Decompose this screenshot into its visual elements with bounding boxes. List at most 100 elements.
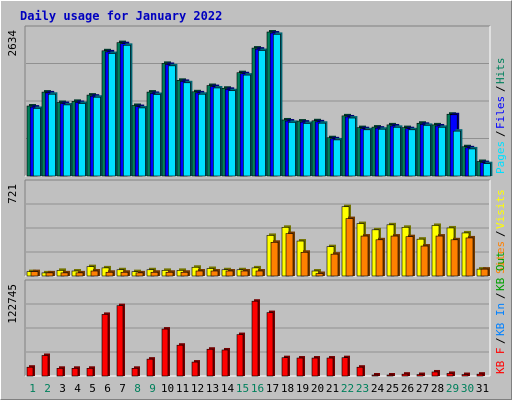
panel-1-bar-pages bbox=[303, 123, 311, 177]
x-tick-label: 7 bbox=[119, 382, 126, 395]
panel-1-bar-pages bbox=[243, 74, 251, 177]
panel-2-bar-sites bbox=[270, 241, 279, 277]
panel-3-legend-kb-out: KB Out bbox=[494, 251, 507, 291]
panel-3-bar-kb-f-shadow bbox=[389, 373, 395, 376]
panel-3-bar-kb-f bbox=[26, 366, 34, 377]
panel-2-bar-sites bbox=[105, 271, 114, 277]
panel-1-bar-pages bbox=[78, 103, 86, 177]
panel-2-bar-sites bbox=[345, 218, 354, 277]
panel-1-bar-pages bbox=[438, 127, 446, 177]
x-tick-label: 14 bbox=[221, 382, 235, 395]
x-tick-label: 28 bbox=[431, 382, 444, 395]
x-tick-label: 9 bbox=[149, 382, 156, 395]
panel-2-bar-sites bbox=[165, 271, 174, 277]
panel-2-bar-sites bbox=[450, 239, 459, 277]
panel-2-bar-sites bbox=[45, 272, 54, 277]
panel-1-bar-pages bbox=[153, 94, 161, 177]
panel-1-legend-separator: / bbox=[494, 130, 507, 137]
x-tick-label: 27 bbox=[416, 382, 429, 395]
panel-1-bar-pages bbox=[183, 82, 191, 177]
panel-2-bar-sites bbox=[210, 270, 219, 277]
panel-3-bar-kb-f bbox=[71, 368, 79, 377]
panel-2-bar-sites bbox=[480, 268, 489, 277]
panel-2-bar-sites bbox=[360, 235, 369, 277]
panel-3-bar-kb-f bbox=[371, 374, 379, 377]
x-tick-label: 6 bbox=[104, 382, 111, 395]
panel-3-bar-kb-f bbox=[476, 373, 484, 377]
chart-title: Daily usage for January 2022 bbox=[20, 9, 222, 23]
panel-3-bar-kb-f bbox=[386, 374, 394, 377]
panel-2-bar-sites bbox=[435, 235, 444, 277]
x-tick-label: 20 bbox=[311, 382, 324, 395]
panel-1-bar-pages bbox=[348, 117, 356, 177]
panel-1-bar-pages bbox=[213, 87, 221, 177]
panel-2-bar-sites bbox=[465, 237, 474, 277]
panel-2-bar-sites bbox=[180, 271, 189, 277]
x-tick-label: 29 bbox=[446, 382, 459, 395]
x-tick-label: 12 bbox=[191, 382, 204, 395]
panel-2-bar-sites bbox=[330, 253, 339, 277]
panel-2-bar-sites bbox=[225, 270, 234, 277]
panel-1-bar-pages bbox=[393, 127, 401, 177]
panel-2-bar-sites bbox=[285, 233, 294, 277]
panel-3-bar-kb-f bbox=[446, 373, 454, 377]
panel-2-bar-sites bbox=[30, 271, 39, 277]
panel-3-bar-kb-f-shadow bbox=[374, 373, 380, 376]
panel-2-legend-separator: / bbox=[494, 230, 507, 237]
panel-3-bar-kb-f bbox=[416, 374, 424, 377]
panel-1-bar-pages bbox=[258, 50, 266, 177]
panel-1-bar-pages bbox=[408, 129, 416, 177]
panel-3-legend-separator: / bbox=[494, 292, 507, 299]
panel-3-bar-kb-f bbox=[131, 368, 139, 377]
panel-3-bar-kb-f bbox=[431, 371, 439, 377]
panel-3-bar-kb-f bbox=[206, 348, 214, 377]
panel-2-bar-sites bbox=[315, 273, 324, 277]
panel-3-ymax-label: 122745 bbox=[6, 284, 19, 324]
x-tick-label: 1 bbox=[29, 382, 36, 395]
panel-1-legend-separator: / bbox=[494, 85, 507, 92]
panel-2-bar-sites bbox=[120, 271, 129, 277]
x-tick-label: 2 bbox=[44, 382, 51, 395]
x-tick-label: 23 bbox=[356, 382, 369, 395]
panel-1-bar-pages bbox=[63, 104, 71, 177]
panel-1-bar-pages bbox=[483, 163, 491, 177]
panel-1-bar-pages bbox=[228, 90, 236, 177]
panel-1-legend-hits: Hits bbox=[494, 58, 507, 85]
panel-1-bar-pages bbox=[168, 65, 176, 177]
panel-1-bar-pages bbox=[138, 107, 146, 177]
panel-1-bar-pages bbox=[123, 45, 131, 177]
panel-3-bar-kb-f bbox=[116, 305, 124, 377]
panel-2-bar-sites bbox=[75, 272, 84, 277]
panel-1-bar-pages bbox=[108, 53, 116, 177]
panel-3-bar-kb-f bbox=[56, 368, 64, 377]
panel-1-bar-pages bbox=[273, 34, 281, 177]
panel-2-legend-visits: Visits bbox=[494, 189, 507, 229]
panel-3-bar-kb-f bbox=[341, 357, 349, 377]
x-tick-label: 10 bbox=[161, 382, 174, 395]
x-tick-label: 31 bbox=[476, 382, 489, 395]
panel-2-bar-sites bbox=[390, 235, 399, 277]
panel-1-bar-pages bbox=[363, 129, 371, 177]
panel-3-bar-kb-f bbox=[41, 355, 49, 377]
panel-3-legend-separator: / bbox=[494, 337, 507, 344]
x-tick-label: 5 bbox=[89, 382, 96, 395]
x-tick-label: 16 bbox=[251, 382, 264, 395]
x-tick-label: 17 bbox=[266, 382, 279, 395]
panel-1-bar-pages bbox=[33, 108, 41, 177]
panel-2-ymax-label: 721 bbox=[6, 184, 19, 204]
x-tick-label: 18 bbox=[281, 382, 294, 395]
panel-3-bar-kb-f bbox=[176, 344, 184, 377]
panel-2-bar-sites bbox=[195, 270, 204, 277]
x-tick-label: 21 bbox=[326, 382, 339, 395]
x-tick-label: 25 bbox=[386, 382, 399, 395]
panel-3-bar-kb-f bbox=[461, 374, 469, 377]
panel-3-bar-kb-f bbox=[281, 357, 289, 377]
panel-2-bar-sites bbox=[420, 245, 429, 277]
panel-1-bar-pages bbox=[318, 122, 326, 177]
x-tick-label: 19 bbox=[296, 382, 309, 395]
x-tick-label: 30 bbox=[461, 382, 474, 395]
panel-3-bar-kb-f bbox=[401, 373, 409, 377]
panel-2-bar-sites bbox=[300, 251, 309, 277]
panel-2-bar-sites bbox=[240, 270, 249, 277]
